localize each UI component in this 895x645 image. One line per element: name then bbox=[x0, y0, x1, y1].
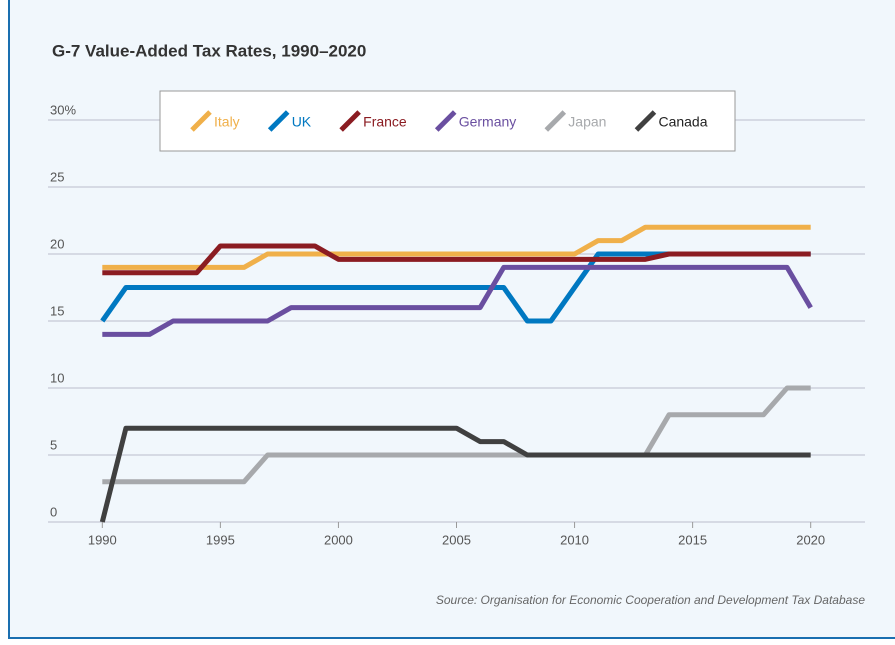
y-tick-label: 10 bbox=[50, 370, 64, 385]
legend-swatch bbox=[339, 110, 361, 132]
x-tick-label: 2015 bbox=[678, 532, 707, 547]
legend-label: UK bbox=[292, 114, 312, 130]
legend-label: France bbox=[363, 114, 407, 130]
legend-label: Germany bbox=[459, 114, 517, 130]
y-tick-label: 15 bbox=[50, 303, 64, 318]
legend-label: Japan bbox=[568, 114, 606, 130]
chart-title: G-7 Value-Added Tax Rates, 1990–2020 bbox=[52, 41, 366, 60]
y-tick-label: 5 bbox=[50, 437, 57, 452]
x-tick-label: 2000 bbox=[324, 532, 353, 547]
y-tick-label: 0 bbox=[50, 504, 57, 519]
y-tick-label: 30% bbox=[50, 102, 76, 117]
y-tick-label: 20 bbox=[50, 236, 64, 251]
frame bbox=[8, 0, 895, 639]
legend-swatch bbox=[267, 110, 290, 132]
legend-swatch bbox=[434, 110, 457, 132]
y-tick-label: 25 bbox=[50, 169, 64, 184]
series-line bbox=[102, 224, 811, 270]
x-tick-label: 1995 bbox=[206, 532, 235, 547]
x-tick-label: 2020 bbox=[796, 532, 825, 547]
series-line bbox=[99, 425, 811, 523]
legend-swatch bbox=[544, 110, 567, 132]
series-line bbox=[102, 264, 813, 337]
x-tick-label: 1990 bbox=[88, 532, 117, 547]
legend-swatch bbox=[190, 110, 212, 132]
source: Source: Organisation for Economic Cooper… bbox=[436, 593, 865, 607]
legend-swatch bbox=[634, 110, 657, 132]
legend-label: Canada bbox=[658, 114, 707, 130]
legend-label: Italy bbox=[214, 114, 240, 130]
series-line bbox=[102, 243, 811, 276]
x-tick-label: 2005 bbox=[442, 532, 471, 547]
x-tick-label: 2010 bbox=[560, 532, 589, 547]
series-line bbox=[102, 385, 811, 485]
